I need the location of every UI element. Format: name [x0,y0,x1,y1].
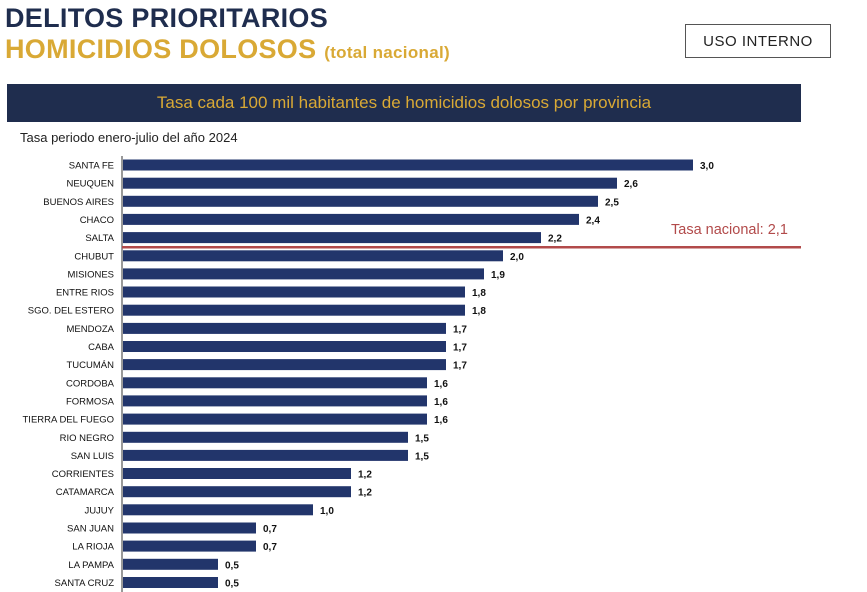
category-tick-label: JUJUY [84,505,114,516]
category-tick-label: FORMOSA [66,396,115,407]
category-tick-label: SANTA CRUZ [55,578,115,589]
value-label: 1,7 [453,361,467,372]
value-label: 1,6 [434,415,448,426]
internal-use-badge: USO INTERNO [685,24,831,58]
value-label: 3,0 [700,161,714,172]
category-tick-label: CHACO [80,215,114,226]
value-label: 1,7 [453,324,467,335]
bar [123,431,408,443]
subtitle-note: (total nacional) [324,43,450,62]
category-tick-label: SAN JUAN [67,524,114,535]
bar [123,486,351,498]
value-label: 0,7 [263,542,277,553]
value-label: 2,2 [548,234,562,245]
bar [123,468,351,479]
category-tick-label: MENDOZA [67,324,115,335]
category-tick-label: SANTA FE [69,161,114,172]
category-tick-label: SAN LUIS [71,451,114,462]
page-subtitle: HOMICIDIOS DOLOSOS (total nacional) [5,34,450,65]
value-label: 2,5 [605,197,619,208]
value-label: 2,0 [510,252,524,263]
bar [123,449,408,461]
bar [123,577,218,588]
bar [123,268,484,280]
bar [123,413,427,425]
category-tick-label: CABA [88,342,115,353]
value-label: 1,8 [472,288,486,299]
category-tick-label: CORDOBA [66,378,115,389]
value-label: 2,6 [624,179,638,190]
bar [123,540,256,552]
bar [123,232,541,244]
chart-period-subtitle: Tasa periodo enero-julio del año 2024 [20,130,238,145]
bar [123,286,465,298]
bar [123,359,446,371]
bar [123,377,427,389]
value-label: 0,7 [263,524,277,535]
category-tick-label: BUENOS AIRES [43,197,114,208]
value-label: 1,9 [491,270,505,281]
bar [123,504,313,516]
value-label: 1,5 [415,433,429,444]
bar [123,558,218,570]
category-tick-label: TUCUMÁN [67,360,115,371]
category-tick-label: CHUBUT [74,251,114,262]
value-label: 1,7 [453,343,467,354]
bar [123,195,598,207]
value-label: 1,6 [434,397,448,408]
value-label: 1,5 [415,451,429,462]
value-label: 1,6 [434,379,448,390]
value-label: 0,5 [225,560,239,571]
bar [123,177,617,189]
bar [123,341,446,352]
category-tick-label: SGO. DEL ESTERO [28,306,114,317]
chart-title-banner: Tasa cada 100 mil habitantes de homicidi… [7,84,801,122]
bar [123,250,503,262]
category-tick-label: CATAMARCA [56,487,115,498]
bar [123,159,693,171]
category-tick-label: NEUQUEN [66,179,114,190]
category-tick-label: MISIONES [68,269,114,280]
bar [123,522,256,534]
category-tick-label: LA RIOJA [72,542,114,553]
national-rate-label: Tasa nacional: 2,1 [671,222,788,238]
bar [123,322,446,334]
value-label: 1,0 [320,506,334,517]
category-tick-label: RIO NEGRO [60,433,114,444]
value-label: 1,8 [472,306,486,317]
page-title: DELITOS PRIORITARIOS [5,3,329,33]
value-label: 1,2 [358,488,372,499]
category-tick-label: CORRIENTES [52,469,114,480]
value-label: 0,5 [225,579,239,590]
value-label: 2,4 [586,215,600,226]
category-tick-label: ENTRE RIOS [56,288,114,299]
subtitle-text: HOMICIDIOS DOLOSOS [5,34,317,64]
category-tick-label: LA PAMPA [68,560,114,571]
bar [123,304,465,316]
category-tick-label: TIERRA DEL FUEGO [23,415,115,426]
category-tick-label: SALTA [85,233,114,244]
bar [123,395,427,407]
bar [123,213,579,225]
value-label: 1,2 [358,470,372,481]
